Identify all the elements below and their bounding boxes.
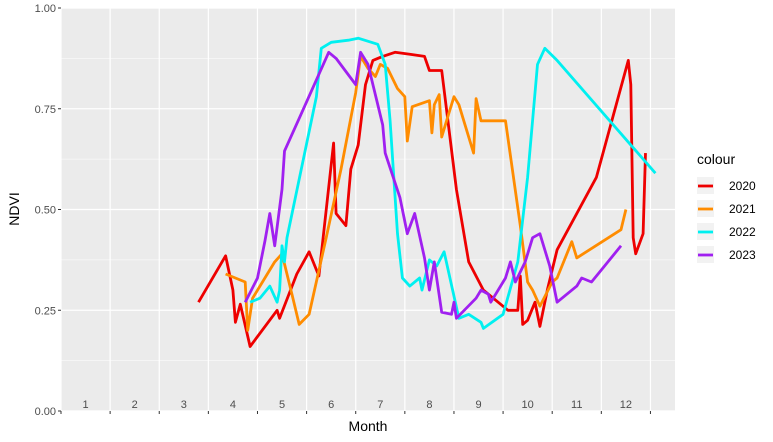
legend-label-2021: 2021 [729,202,756,216]
series-line-2022 [249,36,657,330]
y-axis-title: NDVI [6,192,22,225]
x-tick-label: 7 [377,399,383,411]
legend-title: colour [697,151,735,167]
x-tick-label: 8 [426,399,432,411]
legend: colour 2020 2021 2022 2023 [697,151,756,263]
x-axis: 1 2 3 4 5 6 7 8 9 10 11 12 [60,399,651,414]
x-tick-label: 3 [181,399,187,411]
series-line-2021 [225,55,628,332]
legend-label-2022: 2022 [729,225,756,239]
x-tick-label: 9 [475,399,481,411]
y-tick-label: 0.25 [35,305,56,317]
series-line-2020 [197,50,647,348]
x-axis-title: Month [349,418,388,434]
y-tick-label: 0.50 [35,205,56,217]
minor-gridlines [61,58,675,361]
x-tick-label: 12 [620,399,632,411]
series-line-2023 [243,50,623,320]
y-tick-label: 0.75 [35,104,56,116]
legend-label-2023: 2023 [729,248,756,262]
legend-label-2020: 2020 [729,179,756,193]
x-tick-label: 1 [82,399,88,411]
series-lines [197,36,657,348]
y-axis: 0.00 0.25 0.50 0.75 1.00 [35,3,61,418]
x-tick-label: 2 [132,399,138,411]
y-tick-label: 1.00 [35,3,56,15]
y-tick-label: 0.00 [35,406,56,418]
x-tick-label: 5 [279,399,285,411]
x-tick-label: 4 [230,399,236,411]
x-tick-label: 10 [522,399,534,411]
x-tick-label: 6 [328,399,334,411]
x-tick-label: 11 [571,399,582,411]
